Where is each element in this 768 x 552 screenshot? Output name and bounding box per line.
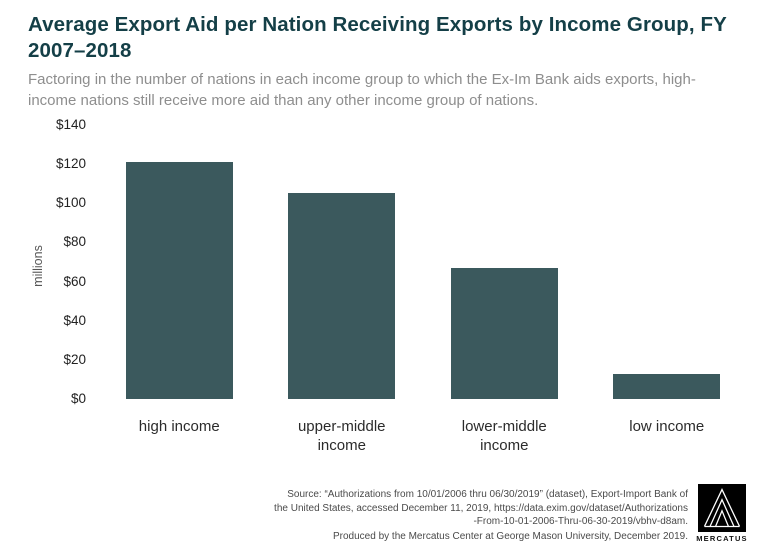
source-note: Source: “Authorizations from 10/01/2006 … — [274, 484, 688, 544]
y-tick-label: $140 — [55, 116, 86, 132]
footer: Source: “Authorizations from 10/01/2006 … — [28, 483, 748, 544]
source-line: Source: “Authorizations from 10/01/2006 … — [287, 488, 688, 500]
mercatus-logo-text: MERCATUS — [696, 533, 748, 543]
bar-column — [586, 125, 749, 399]
bar-column — [423, 125, 586, 399]
mercatus-logo: MERCATUS — [696, 483, 748, 543]
y-tick-label: $0 — [70, 390, 86, 406]
y-tick-label: $20 — [63, 351, 86, 367]
bar-upper-middle-income — [288, 193, 396, 399]
bar-high-income — [125, 162, 233, 399]
plot-area — [98, 125, 748, 399]
y-tick-label: $120 — [55, 156, 86, 172]
category-label: upper-middle income — [297, 417, 386, 455]
bar-column — [98, 125, 261, 399]
bar-lower-middle-income — [450, 267, 558, 399]
y-axis-ticks: $140 $120 $100 $80 $60 $40 $20 $0 — [48, 117, 98, 407]
mercatus-logo-icon — [698, 483, 746, 532]
bar-low-income — [613, 373, 721, 399]
bar-chart: millions $140 $120 $100 $80 $60 $40 $20 $0 — [28, 117, 748, 407]
source-line: -From-10-01-2006-Thru-06-30-2019/vbhv-d8… — [473, 516, 688, 528]
y-tick-label: $60 — [63, 273, 86, 289]
y-tick-label: $40 — [63, 312, 86, 328]
source-line: the United States, accessed December 11,… — [274, 502, 688, 514]
category-label: high income — [138, 417, 220, 435]
x-axis-categories: high income upper-middle income lower-midd… — [98, 417, 748, 456]
produced-by-line: Produced by the Mercatus Center at Georg… — [333, 531, 688, 543]
bar-column — [261, 125, 424, 399]
y-axis-label: millions — [31, 245, 45, 287]
category-label: lower-middle income — [461, 417, 547, 455]
y-tick-label: $80 — [63, 234, 86, 250]
chart-subtitle: Factoring in the number of nations in ea… — [28, 71, 696, 109]
y-tick-label: $100 — [55, 195, 86, 211]
category-label: low income — [629, 417, 705, 435]
y-axis-label-cell: millions — [28, 125, 48, 407]
chart-title: Average Export Aid per Nation Receiving … — [28, 13, 727, 63]
